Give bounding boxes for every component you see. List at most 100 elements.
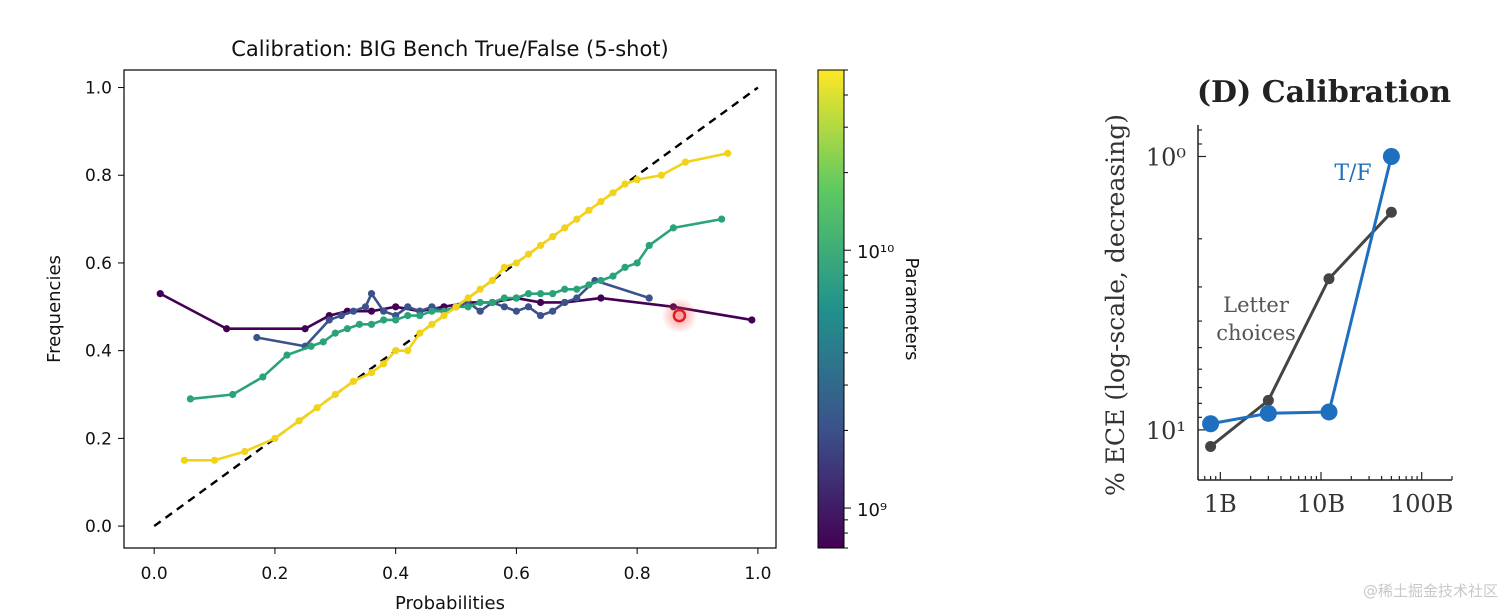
data-point (404, 303, 412, 311)
highlight-glow (661, 297, 698, 334)
data-point (536, 311, 545, 320)
data-point (295, 417, 303, 425)
data-point (657, 171, 665, 179)
y-axis-ticks: 10⁰ 10¹ (1146, 129, 1206, 445)
y-tick-label: 0.8 (85, 166, 112, 186)
colorbar-label: Parameters (901, 257, 922, 360)
data-point (1320, 403, 1338, 421)
x-tick-label: 100B (1390, 490, 1453, 518)
data-point (210, 456, 219, 464)
data-point (355, 320, 364, 328)
data-point (464, 294, 472, 302)
data-point (633, 259, 641, 267)
data-point (609, 189, 617, 197)
x-axis-ticks: 0.0 0.2 0.4 0.6 0.8 1.0 (141, 548, 771, 584)
x-tick-label: 1.0 (744, 564, 771, 584)
calibration-chart-right: (D) Calibration 1B 10B 100B 10⁰ 10¹ T/F Let… (1101, 75, 1453, 518)
data-point (392, 316, 400, 324)
data-point (428, 307, 436, 315)
data-point (724, 149, 732, 157)
series-tf (1202, 147, 1400, 433)
data-point (229, 390, 237, 399)
data-point (645, 294, 653, 302)
data-point (313, 404, 321, 412)
x-tick-label: 0.6 (503, 564, 530, 584)
data-point (1259, 404, 1277, 422)
data-point (597, 294, 605, 302)
data-point (512, 259, 521, 267)
panel-title: (D) Calibration (1197, 75, 1451, 110)
data-point (1202, 415, 1220, 433)
data-point (536, 290, 545, 298)
data-point (476, 307, 484, 315)
x-tick-label: 0.4 (382, 564, 409, 584)
y-axis-label: % ECE (log-scale, decreasing) (1101, 114, 1130, 496)
data-point (512, 294, 521, 302)
data-point (488, 298, 496, 307)
data-point (621, 263, 629, 271)
data-point (1385, 206, 1397, 218)
y-tick-label: 0.0 (85, 517, 112, 537)
calibration-chart-left: Calibration: BIG Bench True/False (5-sho… (44, 37, 922, 614)
data-point (241, 447, 249, 456)
data-point (536, 298, 545, 307)
data-point (180, 456, 188, 464)
data-point (271, 434, 279, 442)
data-point (301, 325, 309, 333)
data-point (524, 290, 533, 298)
data-point (549, 290, 557, 298)
data-point (307, 342, 315, 350)
x-axis-label: Probabilities (395, 593, 505, 614)
data-point (609, 272, 617, 280)
data-point (379, 360, 388, 368)
data-point (367, 320, 376, 328)
data-point (512, 307, 521, 315)
data-point (416, 329, 424, 337)
data-point (573, 215, 581, 223)
data-point (681, 158, 690, 166)
data-point (367, 368, 376, 377)
y-tick-label: 0.2 (85, 429, 112, 449)
y-axis-label: Frequencies (44, 255, 65, 363)
x-tick-label: 1B (1204, 490, 1237, 518)
data-point (349, 377, 358, 385)
data-point (585, 281, 593, 289)
y-tick-label: 0.6 (85, 254, 112, 274)
data-point (476, 298, 484, 307)
data-point (500, 294, 508, 302)
data-point (561, 224, 569, 232)
data-point (585, 206, 593, 214)
data-point (416, 311, 424, 320)
x-axis-ticks: 1B 10B 100B (1197, 472, 1453, 518)
series-line (1209, 211, 1393, 448)
data-point (1262, 394, 1274, 406)
data-point (343, 325, 351, 333)
perfect-calibration-line (153, 86, 759, 528)
data-point (331, 329, 339, 337)
data-point (633, 176, 641, 184)
data-point (549, 307, 557, 315)
data-point (349, 307, 358, 315)
y-axis-ticks: 0.0 0.2 0.4 0.6 0.8 1.0 (85, 79, 124, 537)
data-point (156, 290, 164, 298)
data-point (428, 320, 436, 328)
series-line (1210, 156, 1393, 426)
x-tick-label: 0.2 (261, 564, 288, 584)
data-point (392, 303, 400, 311)
data-point (561, 298, 569, 307)
data-point (379, 316, 388, 324)
y-tick-label: 1.0 (85, 79, 112, 99)
x-tick-label: 0.8 (624, 564, 651, 584)
data-point (464, 303, 472, 311)
series-label-tf: T/F (1334, 161, 1371, 186)
data-point (259, 373, 267, 381)
data-point (1205, 440, 1217, 452)
y-tick-label: 0.4 (85, 342, 112, 362)
x-tick-label: 10B (1297, 490, 1345, 518)
colorbar-ticks: 10⁹ 10¹⁰ (844, 69, 894, 549)
colorbar-tick-label: 10⁹ (857, 500, 887, 521)
watermark: @稀土掘金技术社区 (1362, 582, 1498, 600)
data-point (325, 316, 333, 324)
data-point (283, 351, 291, 359)
data-point (597, 276, 605, 285)
